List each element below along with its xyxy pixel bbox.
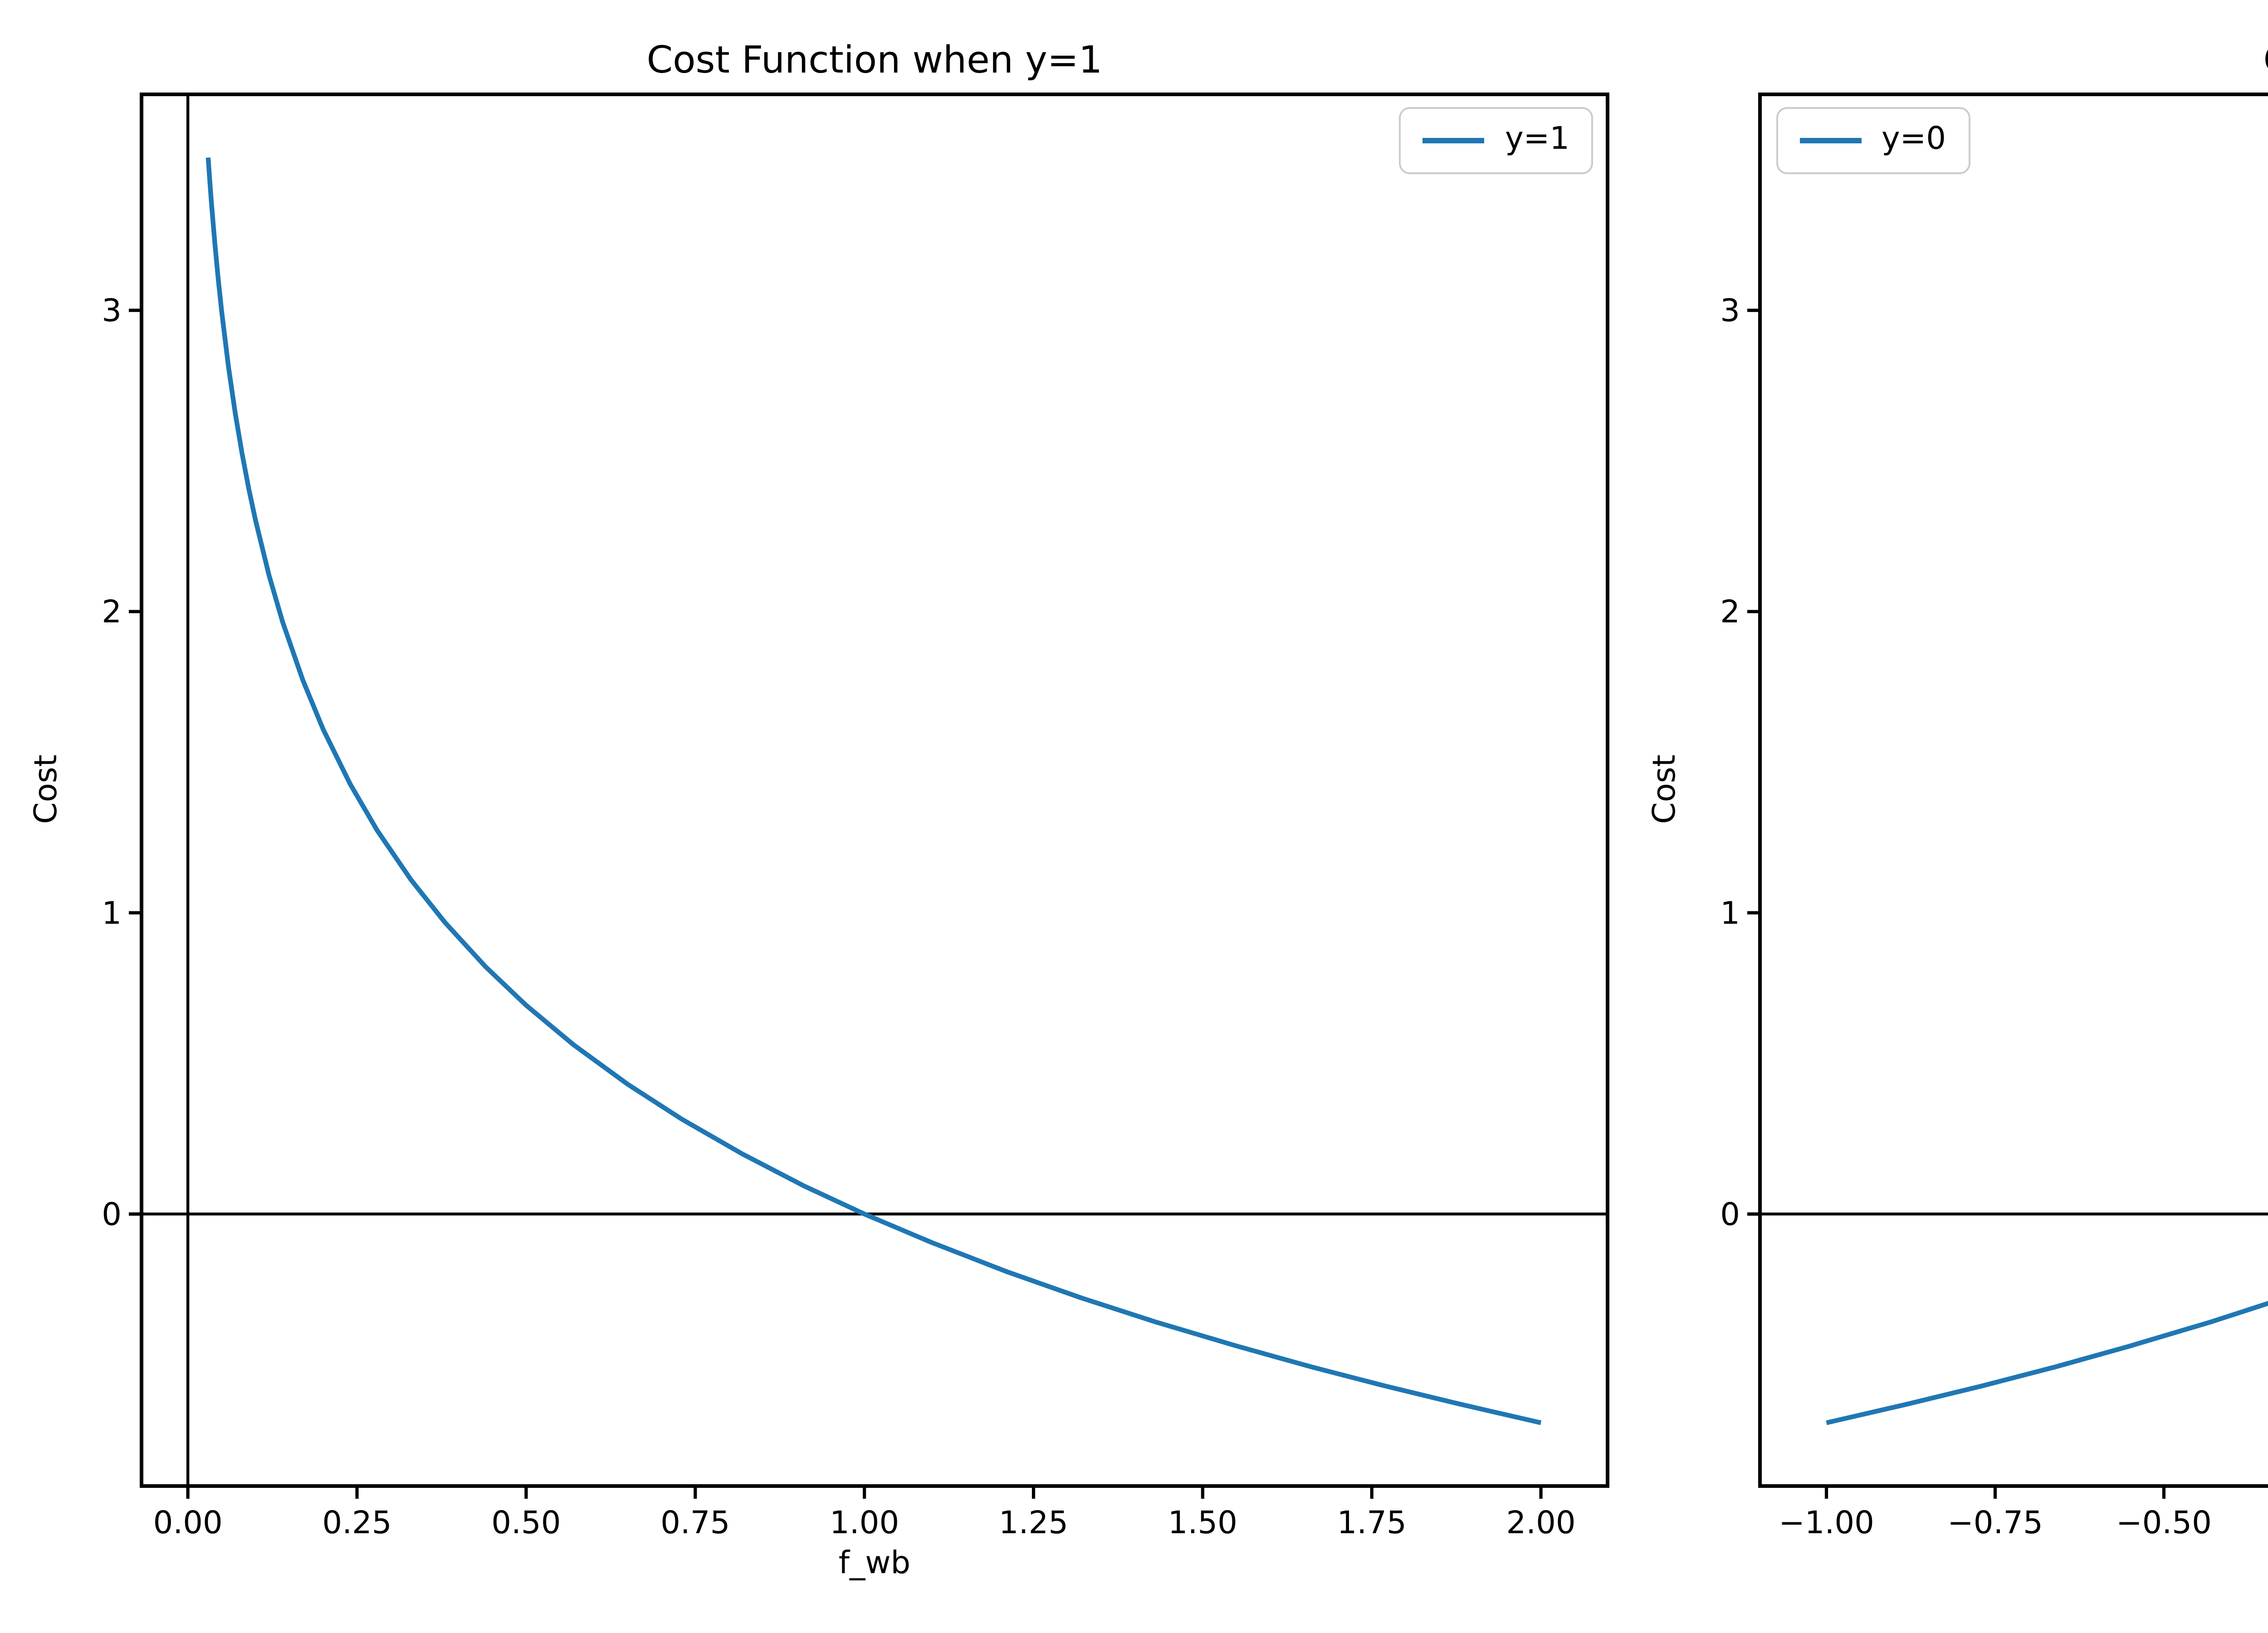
legend-label-y0: y=0 bbox=[1882, 122, 1946, 158]
x-tick-label: −1.00 bbox=[1779, 1505, 1874, 1541]
y-tick-label: 3 bbox=[102, 293, 122, 329]
x-tick-label: 1.50 bbox=[1168, 1505, 1237, 1541]
x-tick-label: −0.75 bbox=[1947, 1505, 2043, 1541]
y-tick-label: 2 bbox=[1720, 594, 1740, 630]
y-tick-label: 1 bbox=[102, 895, 122, 931]
x-axis-label-y0: f_wb bbox=[1760, 1544, 2268, 1584]
x-tick-label: 2.00 bbox=[1506, 1505, 1575, 1541]
legend-y1: y=1 bbox=[1399, 107, 1593, 174]
x-tick-label: 1.00 bbox=[830, 1505, 899, 1541]
y-tick-label: 0 bbox=[1720, 1196, 1740, 1232]
axes-spines bbox=[140, 93, 1609, 1488]
y-tick-label: 2 bbox=[102, 594, 122, 630]
legend-label-y1: y=1 bbox=[1505, 122, 1569, 158]
x-axis-label-y1: f_wb bbox=[838, 1546, 911, 1582]
legend-y0: y=0 bbox=[1776, 107, 1970, 174]
y-axis-label-y0: Cost bbox=[1647, 754, 1684, 824]
x-tick-label: 0.25 bbox=[322, 1505, 391, 1541]
axes-spines bbox=[1758, 93, 2268, 1488]
x-tick-label: −0.50 bbox=[2116, 1505, 2212, 1541]
cost-curve bbox=[205, 157, 1542, 1425]
x-tick-label: 1.75 bbox=[1337, 1505, 1407, 1541]
x-tick-label: 0.75 bbox=[660, 1505, 730, 1541]
x-tick-label: 0.00 bbox=[153, 1505, 223, 1541]
y-tick-label: 3 bbox=[1720, 293, 1740, 329]
legend-line-sample-y1 bbox=[1423, 138, 1485, 143]
x-tick-label: 1.25 bbox=[999, 1505, 1068, 1541]
x-tick-label: 0.50 bbox=[491, 1505, 561, 1541]
y-tick-label: 0 bbox=[102, 1196, 122, 1232]
legend-line-sample-y0 bbox=[1800, 138, 1862, 143]
cost-curve bbox=[1826, 1301, 2268, 1425]
plot-title-y1: Cost Function when y=1 bbox=[646, 38, 1103, 82]
plot-title-y0: Cost Function when y=0 bbox=[1760, 36, 2268, 83]
y-tick-label: 1 bbox=[1720, 895, 1740, 931]
